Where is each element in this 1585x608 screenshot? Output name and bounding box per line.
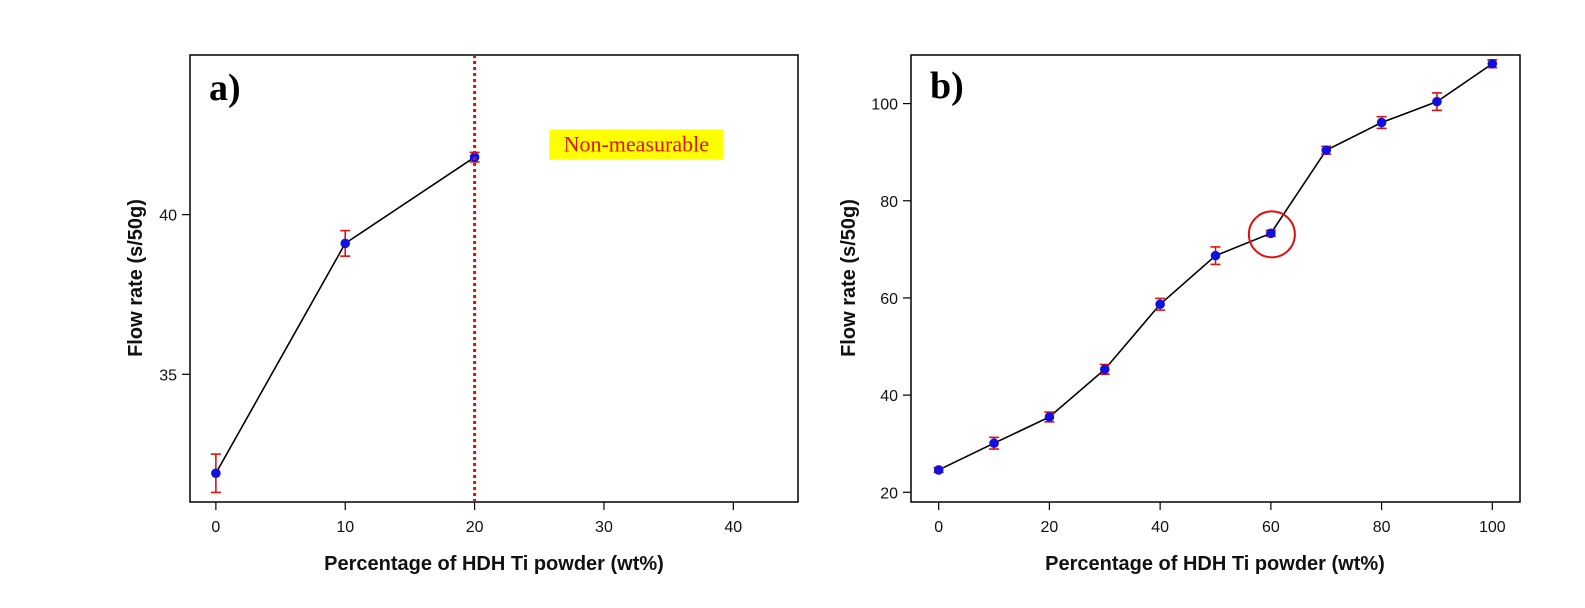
- panel-a-x-tick-label: 40: [724, 519, 742, 536]
- panel-b-highlight-circle: [1247, 210, 1296, 259]
- panel-a-data-point: [340, 238, 351, 249]
- panel-b-x-axis-label: Percentage of HDH Ti powder (wt%): [1045, 553, 1385, 575]
- panel-a: 0 10 20 30 40 35 40 Non-measurable a) Percenta…: [125, 54, 799, 575]
- panel-a-y-tick-label: 40: [159, 208, 177, 225]
- panel-b-data-point: [1155, 299, 1165, 310]
- panel-b-x-tick-label: 100: [1479, 519, 1506, 536]
- panel-b: 0 20 40 60 80 100 20 40 60 80 100 b) Percentage of…: [838, 54, 1521, 575]
- panel-b-y-tick-label: 40: [880, 388, 898, 405]
- panel-a-x-tick-label: 0: [211, 519, 220, 536]
- panel-a-series-line: [215, 156, 476, 474]
- panel-b-data-point: [989, 438, 999, 449]
- panel-a-label: a): [209, 67, 241, 109]
- panel-a-x-tick-label: 30: [595, 519, 613, 536]
- panel-b-x-tick-label: 20: [1041, 519, 1059, 536]
- panel-b-plot-frame: [910, 54, 1521, 503]
- panel-a-annotation-highlight: [549, 129, 724, 160]
- panel-b-data-point: [1044, 412, 1055, 422]
- panel-a-x-tick-label: 10: [336, 519, 354, 536]
- panel-b-data-point: [933, 465, 944, 475]
- panel-b-y-tick-label: 80: [880, 194, 898, 211]
- panel-a-x-axis-label: Percentage of HDH Ti powder (wt%): [324, 553, 664, 575]
- panel-b-x-tick-label: 40: [1151, 519, 1169, 536]
- panel-b-y-tick-label: 20: [880, 485, 898, 502]
- panel-b-x-tick-label: 0: [934, 519, 943, 536]
- panel-a-x-tick-label: 20: [466, 519, 484, 536]
- panel-b-y-axis-label: Flow rate (s/50g): [838, 199, 860, 357]
- panel-b-x-tick-label: 80: [1373, 519, 1391, 536]
- panel-b-y-tick-label: 100: [871, 97, 898, 114]
- panel-b-data-point: [1376, 117, 1387, 128]
- panel-b-data-point: [1099, 364, 1110, 375]
- panel-b-y-tick-label: 60: [880, 291, 898, 308]
- panel-b-data-point: [1432, 96, 1442, 107]
- panel-a-y-axis-label: Flow rate (s/50g): [125, 199, 147, 357]
- panel-a-annotation-text: Non-measurable: [564, 131, 709, 156]
- panel-a-y-tick-label: 35: [159, 367, 177, 384]
- panel-b-data-point: [1321, 145, 1332, 156]
- panel-b-series-line: [938, 63, 1493, 471]
- panel-a-data-point: [211, 468, 221, 479]
- panel-a-plot-frame: [189, 54, 799, 503]
- panel-b-data-point: [1210, 250, 1221, 261]
- panel-b-data-point: [1487, 58, 1498, 69]
- panel-b-label: b): [930, 65, 964, 107]
- panel-b-data-point: [1266, 228, 1276, 239]
- panel-b-x-tick-label: 60: [1262, 519, 1280, 536]
